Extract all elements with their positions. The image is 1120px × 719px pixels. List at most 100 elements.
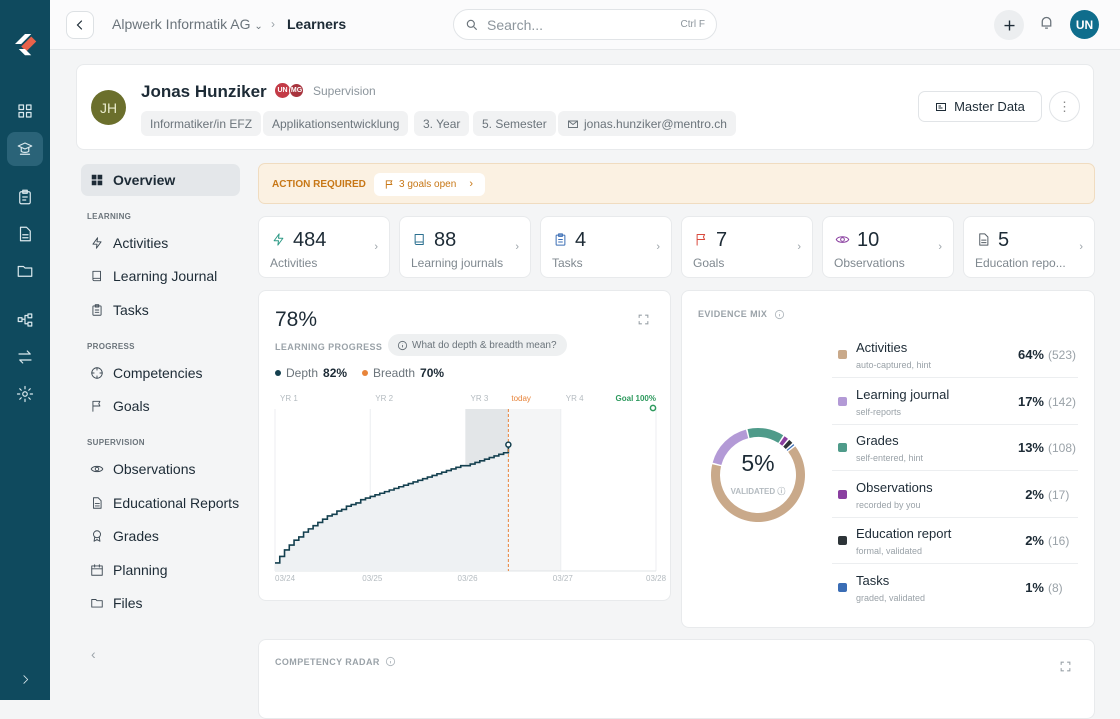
sidebar-item-overview[interactable]: Overview — [81, 164, 240, 196]
document-nav-icon[interactable] — [7, 217, 43, 251]
action-required-label: ACTION REQUIRED — [272, 179, 366, 190]
sidebar-section-heading: LEARNING — [87, 212, 132, 221]
stat-card-observations[interactable]: 10 Observations › — [822, 216, 954, 278]
breadcrumb-separator-icon: › — [271, 17, 275, 31]
sidebar-item-files[interactable]: Files — [81, 587, 240, 619]
sidebar-item-activities[interactable]: Activities — [81, 227, 240, 259]
evidence-row[interactable]: Observations recorded by you 2% (17) — [832, 472, 1078, 518]
breadth-label: Breadth — [373, 366, 416, 380]
sidebar-item-planning[interactable]: Planning — [81, 554, 240, 586]
evidence-percent: 2% — [1025, 486, 1044, 502]
progress-chart: YR 1 YR 2 YR 3 YR 4 today Goal 100% 03/24 03/25… — [274, 394, 667, 583]
info-icon: ⓘ — [777, 487, 786, 496]
sidebar-item-educational-reports[interactable]: Educational Reports — [81, 487, 240, 519]
clipboard-nav-icon[interactable] — [7, 180, 43, 214]
stat-card-learning-journals[interactable]: 88 Learning journals › — [399, 216, 531, 278]
sidebar-item-label: Educational Reports — [113, 495, 240, 511]
breadcrumb-org[interactable]: Alpwerk Informatik AG ⌄ — [112, 16, 263, 32]
evidence-row[interactable]: Grades self-entered, hint 13% (108) — [832, 425, 1078, 472]
validated-label-text: VALIDATED — [730, 487, 776, 496]
stat-value: 88 — [434, 229, 457, 251]
eye-icon — [90, 465, 104, 473]
flag-icon — [696, 234, 706, 246]
sidebar-item-goals[interactable]: Goals — [81, 390, 240, 422]
bell-icon[interactable] — [1038, 14, 1055, 36]
evidence-swatch — [838, 536, 847, 546]
evidence-row[interactable]: Education report formal, validated 2% (16) — [832, 518, 1078, 565]
expand-rail-icon[interactable] — [7, 662, 43, 696]
sidebar-item-grades[interactable]: Grades — [81, 520, 240, 552]
stat-label: Education repo... — [975, 256, 1066, 270]
add-button[interactable] — [994, 10, 1024, 40]
profile-chip: 3. Year — [414, 111, 470, 136]
evidence-name: Tasks — [856, 573, 890, 588]
stat-card-tasks[interactable]: 4 Tasks › — [540, 216, 672, 278]
learner-avatar: JH — [91, 90, 126, 125]
phase-label: YR 4 — [566, 394, 584, 403]
clipboard-icon — [555, 233, 566, 246]
collapse-sidebar-icon[interactable]: ‹ — [91, 646, 96, 662]
grid-icon — [91, 174, 103, 186]
dashboard-icon[interactable] — [7, 94, 43, 128]
sidebar-item-competencies[interactable]: Competencies — [81, 357, 240, 389]
stat-card-activities[interactable]: 484 Activities › — [258, 216, 390, 278]
competency-radar-title: COMPETENCY RADAR — [275, 657, 380, 667]
sidebar-section-heading: SUPERVISION — [87, 438, 145, 447]
chevron-right-icon: › — [797, 241, 801, 253]
donut-slice[interactable] — [747, 428, 784, 443]
phase-label: YR 2 — [375, 394, 393, 403]
evidence-row[interactable]: Tasks graded, validated 1% (8) — [832, 565, 1078, 611]
goals-open-button[interactable]: 3 goals open › — [374, 173, 485, 196]
more-options-button[interactable]: ⋮ — [1049, 91, 1080, 122]
expand-icon[interactable] — [637, 313, 650, 331]
id-card-icon — [936, 102, 947, 111]
stat-label: Goals — [693, 256, 725, 270]
depth-breadth-help-button[interactable]: What do depth & breadth mean? — [388, 334, 567, 356]
donut-slice[interactable] — [786, 444, 795, 451]
org-chart-icon[interactable] — [7, 303, 43, 337]
donut-slice[interactable] — [779, 436, 788, 446]
email-chip[interactable]: jonas.hunziker@mentro.ch — [558, 111, 736, 136]
chevron-right-icon: › — [374, 241, 378, 253]
depth-legend: Depth 82% — [275, 366, 347, 380]
expand-icon[interactable] — [1059, 660, 1072, 678]
sidebar-item-tasks[interactable]: Tasks — [81, 294, 240, 326]
evidence-count: (142) — [1048, 394, 1077, 409]
evidence-row[interactable]: Learning journal self-reports 17% (142) — [832, 379, 1078, 425]
evidence-subtitle: graded, validated — [856, 593, 926, 603]
supervisor-badge[interactable]: MG — [289, 83, 304, 98]
depth-dot — [275, 370, 281, 376]
master-data-button[interactable]: Master Data — [918, 91, 1042, 122]
back-button[interactable] — [66, 11, 94, 39]
action-required-banner: ACTION REQUIRED 3 goals open › — [258, 163, 1095, 204]
app-logo[interactable] — [7, 27, 43, 61]
donut-slice[interactable] — [783, 439, 793, 450]
evidence-swatch — [838, 583, 847, 592]
evidence-name: Education report — [856, 526, 952, 542]
folder-nav-icon[interactable] — [7, 254, 43, 288]
donut-slice[interactable] — [711, 446, 805, 522]
evidence-row[interactable]: Activities auto-captured, hint 64% (523) — [832, 332, 1078, 378]
info-icon — [385, 656, 396, 667]
learners-icon[interactable] — [7, 132, 43, 166]
evidence-count: (17) — [1048, 487, 1070, 502]
swap-icon[interactable] — [7, 340, 43, 374]
search-input[interactable]: Search... Ctrl F — [453, 9, 717, 40]
clipboard-icon — [92, 304, 102, 316]
evidence-swatch — [838, 396, 847, 406]
donut-slice[interactable] — [712, 429, 749, 465]
sidebar-item-learning-journal[interactable]: Learning Journal — [81, 260, 240, 292]
stat-card-goals[interactable]: 7 Goals › — [681, 216, 813, 278]
settings-icon[interactable] — [7, 377, 43, 411]
breadcrumb-current: Learners — [287, 16, 347, 32]
org-name[interactable]: Alpwerk Informatik AG — [112, 16, 251, 32]
evidence-mix-title: EVIDENCE MIX — [698, 309, 768, 319]
supervisor-badge[interactable]: UN — [275, 83, 290, 98]
stat-card-education-repo[interactable]: 5 Education repo... › — [963, 216, 1095, 278]
evidence-name: Learning journal — [856, 386, 950, 402]
evidence-count: (523) — [1048, 348, 1077, 362]
sidebar-item-observations[interactable]: Observations — [81, 453, 240, 485]
user-avatar[interactable]: UN — [1070, 10, 1099, 39]
current-point — [505, 441, 512, 448]
bolt-icon — [92, 237, 102, 249]
